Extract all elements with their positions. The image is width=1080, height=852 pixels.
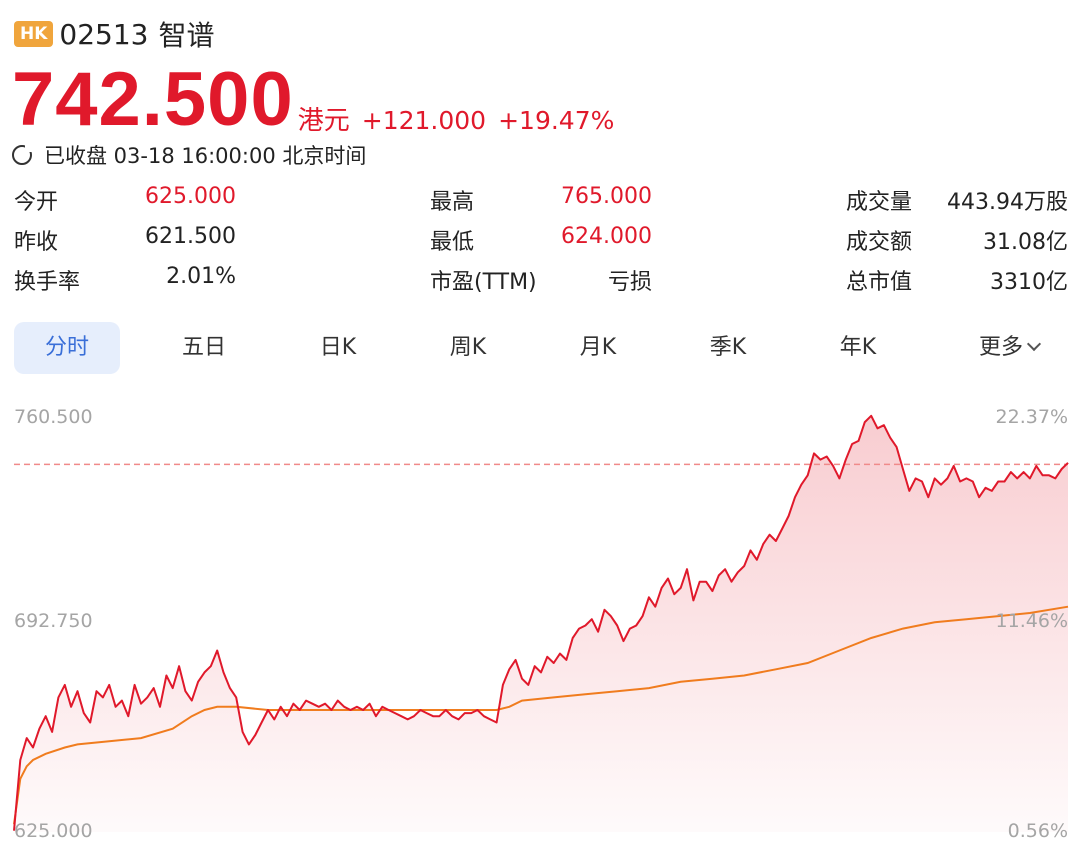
stock-header: HK 02513 智谱	[14, 16, 215, 52]
y-axis-right-mid: 11.46%	[995, 610, 1068, 632]
market-badge: HK	[14, 21, 54, 47]
stock-code: 02513	[59, 17, 149, 51]
tab-label: 季K	[709, 335, 747, 360]
stat-value-open: 625.000	[145, 184, 236, 209]
stat-value-high: 765.000	[561, 184, 652, 209]
stat-value-turnover-amount: 31.08亿	[983, 230, 1068, 255]
currency-label: 港元	[297, 106, 350, 136]
tab-weekly-k[interactable]: 周K	[418, 322, 518, 374]
stock-name: 智谱	[158, 19, 215, 52]
tab-label: 周K	[449, 335, 487, 360]
price-area-fill	[14, 415, 1068, 832]
tab-label: 五日	[181, 335, 226, 360]
tab-label: 分时	[44, 335, 89, 360]
current-price: 742.500	[12, 57, 294, 142]
market-status: 已收盘 03-18 16:00:00 北京时间	[12, 140, 366, 170]
stats-row: 今开 625.000 最高 765.000 成交量 443.94万股	[14, 184, 1068, 222]
tab-monthly-k[interactable]: 月K	[548, 322, 648, 374]
tab-quarterly-k[interactable]: 季K	[678, 322, 778, 374]
intraday-chart[interactable]	[0, 400, 1080, 852]
tab-label: 日K	[319, 335, 357, 360]
stat-label-prev-close: 昨收	[14, 230, 59, 255]
stat-value-pe: 亏损	[607, 270, 652, 295]
tab-more-dropdown[interactable]: 更多	[944, 322, 1074, 374]
stat-value-prev-close: 621.500	[145, 224, 236, 249]
clock-icon	[12, 144, 33, 165]
y-axis-left-bottom: 625.000	[14, 820, 93, 842]
tab-label: 更多	[978, 335, 1023, 360]
y-axis-left-top: 760.500	[14, 406, 93, 428]
stat-label-market-cap: 总市值	[846, 270, 913, 295]
price-line	[13, 414, 1069, 831]
tab-label: 月K	[579, 335, 617, 360]
price-change-percent: +19.47%	[498, 106, 615, 135]
stat-value-market-cap: 3310亿	[990, 270, 1068, 295]
tab-yearly-k[interactable]: 年K	[808, 322, 908, 374]
average-price-line	[13, 605, 1069, 825]
stat-value-turnover-rate: 2.01%	[166, 264, 236, 289]
stat-label-low: 最低	[430, 230, 475, 255]
tab-label: 年K	[839, 335, 877, 360]
tab-daily-k[interactable]: 日K	[288, 322, 388, 374]
chevron-down-icon	[1026, 336, 1042, 352]
tab-five-day[interactable]: 五日	[154, 322, 254, 374]
stat-value-low: 624.000	[561, 224, 652, 249]
stats-row: 昨收 621.500 最低 624.000 成交额 31.08亿	[14, 224, 1068, 262]
stat-value-volume: 443.94万股	[947, 190, 1068, 215]
stat-label-turnover-rate: 换手率	[14, 270, 81, 295]
stats-row: 换手率 2.01% 市盈(TTM) 亏损 总市值 3310亿	[14, 264, 1068, 302]
market-status-text: 已收盘 03-18 16:00:00 北京时间	[44, 144, 367, 168]
stat-label-turnover-amount: 成交额	[846, 230, 913, 255]
stat-label-volume: 成交量	[846, 190, 913, 215]
quote-row: 742.500 港元 +121.000 +19.47%	[12, 57, 615, 142]
stat-label-high: 最高	[430, 190, 475, 215]
y-axis-left-mid: 692.750	[14, 610, 93, 632]
chart-period-tabs: 分时 五日 日K 周K 月K 季K 年K 更多	[14, 322, 1074, 376]
stat-label-pe: 市盈(TTM)	[430, 270, 537, 295]
stat-label-open: 今开	[14, 190, 59, 215]
price-change: +121.000	[361, 106, 487, 135]
y-axis-right-bottom: 0.56%	[1007, 820, 1068, 842]
tab-intraday[interactable]: 分时	[14, 322, 120, 374]
y-axis-right-top: 22.37%	[995, 406, 1068, 428]
